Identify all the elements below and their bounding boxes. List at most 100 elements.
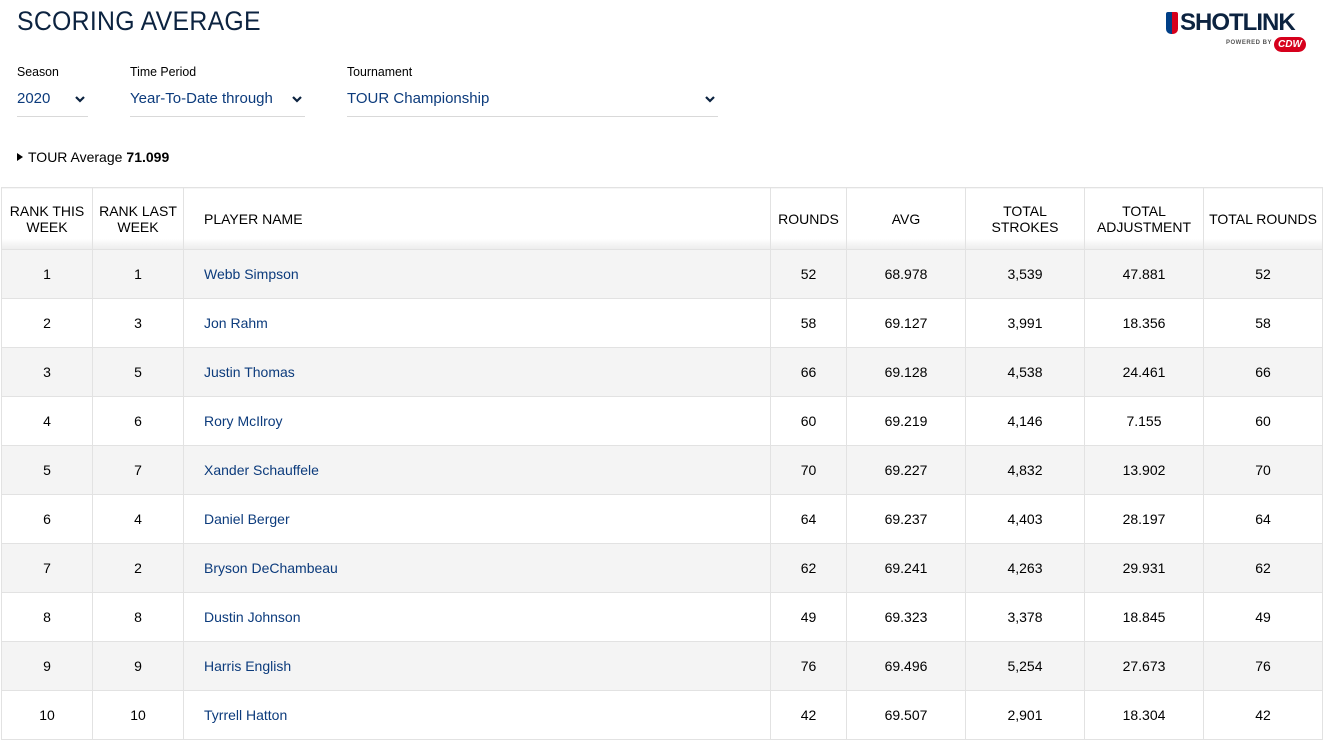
cell-avg: 69.323 xyxy=(846,592,966,642)
cell-total-strokes: 4,146 xyxy=(965,396,1085,446)
cell-total-strokes: 4,403 xyxy=(965,494,1085,544)
table-row: 2 3 Jon Rahm 58 69.127 3,991 18.356 58 xyxy=(1,298,1323,348)
cell-total-rounds: 49 xyxy=(1203,592,1323,642)
expand-triangle-icon xyxy=(17,153,23,161)
col-header-total-strokes[interactable]: TOTAL STROKES xyxy=(965,187,1085,250)
player-link[interactable]: Xander Schauffele xyxy=(204,462,319,478)
cell-rank-this-week: 4 xyxy=(1,396,93,446)
col-header-player-name[interactable]: PLAYER NAME xyxy=(183,187,771,250)
cell-rounds: 76 xyxy=(770,641,847,691)
cell-total-rounds: 66 xyxy=(1203,347,1323,397)
cell-total-rounds: 64 xyxy=(1203,494,1323,544)
table-row: 10 10 Tyrrell Hatton 42 69.507 2,901 18.304 42 xyxy=(1,690,1323,740)
player-link[interactable]: Daniel Berger xyxy=(204,511,290,527)
cell-rank-last-week: 1 xyxy=(92,249,184,299)
cell-rounds: 60 xyxy=(770,396,847,446)
cell-rounds: 49 xyxy=(770,592,847,642)
cell-player-name: Tyrrell Hatton xyxy=(183,690,771,740)
cell-total-adjustment: 27.673 xyxy=(1084,641,1204,691)
table-row: 8 8 Dustin Johnson 49 69.323 3,378 18.845 49 xyxy=(1,592,1323,642)
season-filter: Season 2020 xyxy=(17,63,88,117)
cell-rank-this-week: 3 xyxy=(1,347,93,397)
season-value: 2020 xyxy=(17,90,51,107)
tour-average-label: TOUR Average xyxy=(28,149,123,165)
cell-total-adjustment: 18.356 xyxy=(1084,298,1204,348)
cell-rank-this-week: 5 xyxy=(1,445,93,495)
scoring-average-table: RANK THIS WEEK RANK LAST WEEK PLAYER NAM… xyxy=(1,187,1323,740)
cell-rank-this-week: 1 xyxy=(1,249,93,299)
cell-rank-this-week: 7 xyxy=(1,543,93,593)
cell-rank-last-week: 10 xyxy=(92,690,184,740)
cell-rank-last-week: 7 xyxy=(92,445,184,495)
tournament-select[interactable]: TOUR Championship xyxy=(347,89,718,117)
cell-rank-last-week: 3 xyxy=(92,298,184,348)
season-label: Season xyxy=(17,64,59,79)
player-link[interactable]: Justin Thomas xyxy=(204,364,295,380)
cell-avg: 69.227 xyxy=(846,445,966,495)
cell-total-rounds: 60 xyxy=(1203,396,1323,446)
col-header-rank-last-week[interactable]: RANK LAST WEEK xyxy=(92,187,184,250)
cell-total-adjustment: 13.902 xyxy=(1084,445,1204,495)
cell-total-adjustment: 18.304 xyxy=(1084,690,1204,740)
tour-average-toggle[interactable]: TOUR Average 71.099 xyxy=(17,149,169,165)
table-row: 1 1 Webb Simpson 52 68.978 3,539 47.881 52 xyxy=(1,249,1323,299)
cell-rank-last-week: 8 xyxy=(92,592,184,642)
table-row: 9 9 Harris English 76 69.496 5,254 27.673 76 xyxy=(1,641,1323,691)
cell-player-name: Daniel Berger xyxy=(183,494,771,544)
cell-player-name: Webb Simpson xyxy=(183,249,771,299)
cell-rounds: 62 xyxy=(770,543,847,593)
cell-total-rounds: 76 xyxy=(1203,641,1323,691)
player-link[interactable]: Jon Rahm xyxy=(204,315,268,331)
table-row: 7 2 Bryson DeChambeau 62 69.241 4,263 29.931 62 xyxy=(1,543,1323,593)
player-link[interactable]: Dustin Johnson xyxy=(204,609,301,625)
cdw-logo: CDW xyxy=(1274,37,1306,52)
cell-total-rounds: 62 xyxy=(1203,543,1323,593)
col-header-total-rounds[interactable]: TOTAL ROUNDS xyxy=(1203,187,1323,250)
player-link[interactable]: Rory McIlroy xyxy=(204,413,283,429)
cell-total-adjustment: 7.155 xyxy=(1084,396,1204,446)
cell-rank-this-week: 8 xyxy=(1,592,93,642)
cell-total-rounds: 58 xyxy=(1203,298,1323,348)
shotlink-logo[interactable]: SHOTLINK POWERED BY CDW xyxy=(1166,10,1311,60)
col-header-rounds[interactable]: ROUNDS xyxy=(770,187,847,250)
cell-rank-last-week: 5 xyxy=(92,347,184,397)
cell-rounds: 70 xyxy=(770,445,847,495)
cell-total-strokes: 3,991 xyxy=(965,298,1085,348)
cell-total-strokes: 4,538 xyxy=(965,347,1085,397)
cell-total-strokes: 4,832 xyxy=(965,445,1085,495)
player-link[interactable]: Bryson DeChambeau xyxy=(204,560,338,576)
cell-total-strokes: 2,901 xyxy=(965,690,1085,740)
cell-avg: 69.219 xyxy=(846,396,966,446)
player-link[interactable]: Tyrrell Hatton xyxy=(204,707,288,723)
cell-rounds: 64 xyxy=(770,494,847,544)
cell-total-strokes: 3,378 xyxy=(965,592,1085,642)
cell-total-rounds: 42 xyxy=(1203,690,1323,740)
player-link[interactable]: Harris English xyxy=(204,658,292,674)
cell-total-adjustment: 28.197 xyxy=(1084,494,1204,544)
cell-total-strokes: 5,254 xyxy=(965,641,1085,691)
cell-avg: 69.241 xyxy=(846,543,966,593)
cell-rank-last-week: 6 xyxy=(92,396,184,446)
season-select[interactable]: 2020 xyxy=(17,89,88,117)
cell-player-name: Justin Thomas xyxy=(183,347,771,397)
cell-player-name: Rory McIlroy xyxy=(183,396,771,446)
chevron-down-icon xyxy=(75,95,85,103)
col-header-avg[interactable]: AVG xyxy=(846,187,966,250)
cell-avg: 69.128 xyxy=(846,347,966,397)
cell-player-name: Harris English xyxy=(183,641,771,691)
cell-rank-last-week: 2 xyxy=(92,543,184,593)
time-period-select[interactable]: Year-To-Date through xyxy=(130,89,305,117)
player-link[interactable]: Webb Simpson xyxy=(204,266,299,282)
col-header-rank-this-week[interactable]: RANK THIS WEEK xyxy=(1,187,93,250)
cell-rank-this-week: 10 xyxy=(1,690,93,740)
table-row: 6 4 Daniel Berger 64 69.237 4,403 28.197 64 xyxy=(1,494,1323,544)
time-period-label: Time Period xyxy=(130,64,197,79)
cell-total-adjustment: 47.881 xyxy=(1084,249,1204,299)
cell-avg: 68.978 xyxy=(846,249,966,299)
cell-rounds: 66 xyxy=(770,347,847,397)
col-header-total-adjustment[interactable]: TOTAL ADJUSTMENT xyxy=(1084,187,1204,250)
cell-total-adjustment: 29.931 xyxy=(1084,543,1204,593)
cell-rank-this-week: 2 xyxy=(1,298,93,348)
cell-player-name: Xander Schauffele xyxy=(183,445,771,495)
